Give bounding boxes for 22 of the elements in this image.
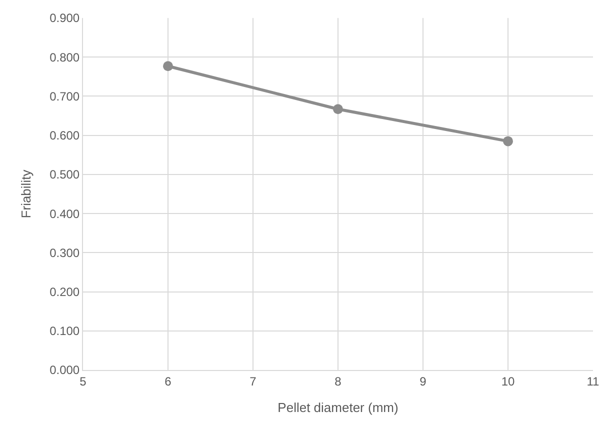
y-tick-label: 0.200 [50, 284, 80, 299]
y-tick-label: 0.400 [50, 206, 80, 221]
x-tick-label: 8 [334, 374, 342, 388]
x-axis-title: Pellet diameter (mm) [278, 400, 398, 415]
y-axis-title: Friability [18, 169, 34, 218]
x-tick-label: 10 [501, 374, 515, 388]
x-tick-label: 11 [586, 374, 600, 388]
x-tick-label: 9 [420, 374, 427, 388]
y-tick-label: 0.300 [50, 246, 80, 260]
y-tick-label: 0.700 [50, 89, 80, 104]
y-tick-label: 0.900 [50, 11, 80, 26]
y-tick-label: 0.800 [50, 50, 80, 64]
y-tick-label: 0.500 [50, 168, 80, 182]
x-tick-label: 6 [164, 374, 172, 388]
point [163, 61, 173, 72]
x-tick-label: 7 [250, 374, 257, 388]
y-tick-label: 0.100 [50, 324, 80, 338]
point [333, 104, 343, 114]
point [503, 136, 513, 146]
y-tick-label: 0.000 [50, 363, 80, 378]
y-tick-label: 0.600 [50, 128, 80, 143]
x-tick-label: 5 [80, 374, 87, 388]
